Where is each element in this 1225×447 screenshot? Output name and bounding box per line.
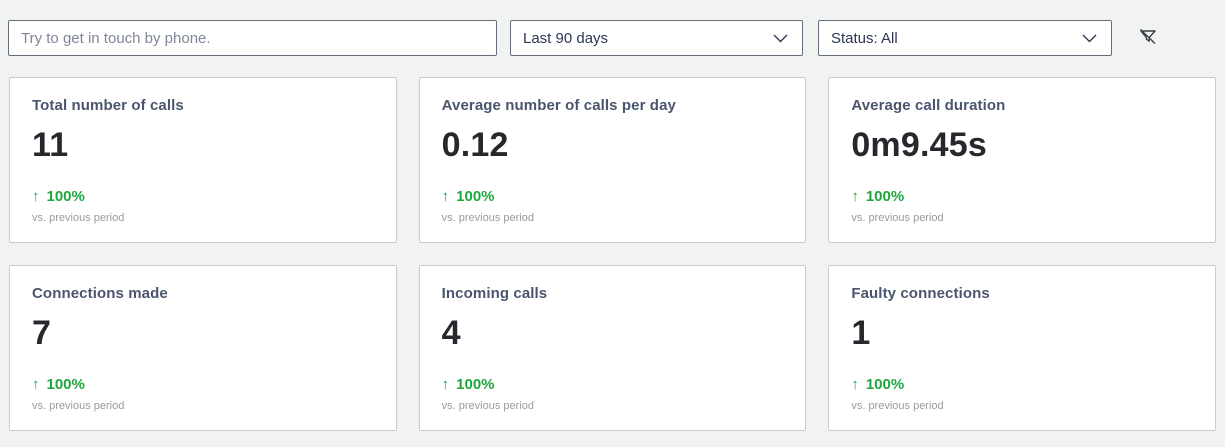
compare-period-label: vs. previous period <box>32 400 125 412</box>
stat-card-value: 1 <box>851 314 871 352</box>
stats-grid: Total number of calls 11 ↑ 100% vs. prev… <box>0 77 1225 431</box>
stat-card-title: Incoming calls <box>441 285 548 302</box>
compare-period-label: vs. previous period <box>851 400 944 412</box>
trend-up-arrow-icon: ↑ <box>441 376 450 393</box>
trend-percentage: 100% <box>46 188 85 205</box>
chevron-down-icon <box>1082 34 1097 43</box>
stat-card-title: Average number of calls per day <box>441 97 676 114</box>
stat-card-total-calls: Total number of calls 11 ↑ 100% vs. prev… <box>9 77 397 243</box>
stat-card-trend: ↑ 100% <box>32 188 374 205</box>
date-range-dropdown[interactable]: Last 90 days <box>510 20 803 56</box>
stat-card-title: Faulty connections <box>851 285 990 302</box>
trend-percentage: 100% <box>456 376 495 393</box>
status-value: Status: All <box>831 29 898 47</box>
filter-off-icon <box>1137 26 1159 51</box>
stat-card-title: Total number of calls <box>32 97 184 114</box>
stat-card-trend: ↑ 100% <box>32 376 374 393</box>
stat-card-connections-made: Connections made 7 ↑ 100% vs. previous p… <box>9 265 397 431</box>
stat-card-title: Average call duration <box>851 97 1006 114</box>
stat-card-value: 11 <box>32 126 69 164</box>
compare-period-label: vs. previous period <box>441 400 534 412</box>
stat-card-avg-calls-per-day: Average number of calls per day 0.12 ↑ 1… <box>418 77 807 243</box>
trend-up-arrow-icon: ↑ <box>851 376 859 393</box>
filter-bar: Last 90 days Status: All <box>0 0 1225 56</box>
stat-card-title: Connections made <box>32 285 168 302</box>
status-dropdown[interactable]: Status: All <box>818 20 1112 56</box>
stat-card-trend: ↑ 100% <box>851 376 1193 393</box>
stat-card-value: 0.12 <box>441 126 509 164</box>
stat-card-value: 7 <box>32 314 52 352</box>
stat-card-value: 4 <box>441 314 461 352</box>
trend-up-arrow-icon: ↑ <box>32 188 40 205</box>
compare-period-label: vs. previous period <box>851 212 944 224</box>
trend-up-arrow-icon: ↑ <box>851 188 859 205</box>
stat-card-value: 0m9.45s <box>851 126 987 164</box>
search-input[interactable] <box>8 20 497 56</box>
stat-card-trend: ↑ 100% <box>442 188 784 205</box>
stat-card-faulty-connections: Faulty connections 1 ↑ 100% vs. previous… <box>828 265 1216 431</box>
trend-up-arrow-icon: ↑ <box>32 376 40 393</box>
stat-card-trend: ↑ 100% <box>442 376 784 393</box>
compare-period-label: vs. previous period <box>441 212 534 224</box>
trend-percentage: 100% <box>46 376 85 393</box>
clear-filters-button[interactable] <box>1131 21 1165 55</box>
stat-card-incoming-calls: Incoming calls 4 ↑ 100% vs. previous per… <box>418 265 807 431</box>
compare-period-label: vs. previous period <box>32 212 125 224</box>
trend-up-arrow-icon: ↑ <box>441 188 450 205</box>
stat-card-avg-call-duration: Average call duration 0m9.45s ↑ 100% vs.… <box>828 77 1216 243</box>
trend-percentage: 100% <box>865 376 905 393</box>
trend-percentage: 100% <box>865 188 905 205</box>
stat-card-trend: ↑ 100% <box>851 188 1193 205</box>
chevron-down-icon <box>773 34 788 43</box>
date-range-value: Last 90 days <box>523 29 609 47</box>
trend-percentage: 100% <box>456 188 495 205</box>
